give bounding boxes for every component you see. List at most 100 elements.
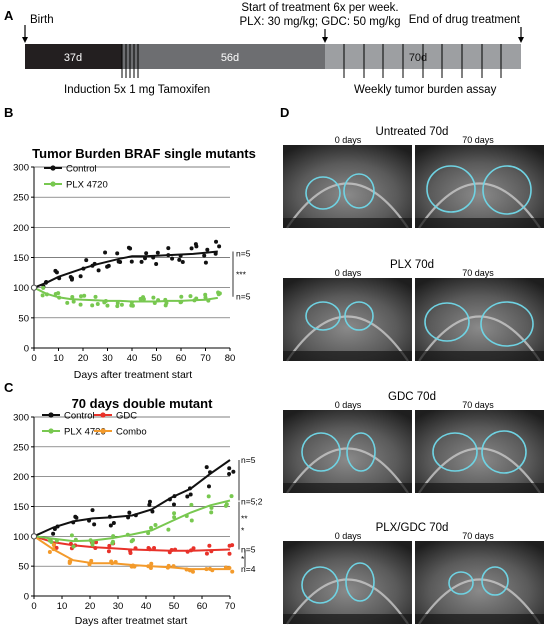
data-point <box>170 256 175 261</box>
ultrasound-shadow <box>283 614 412 624</box>
x-tick-label: 0 <box>31 601 36 612</box>
panel-b: B Tumor Burden BRAF single mutants 0 50 10… <box>4 105 256 381</box>
annotation: *** <box>236 269 247 279</box>
data-point <box>154 262 159 267</box>
data-point <box>127 510 132 515</box>
data-point <box>203 260 208 265</box>
data-point <box>94 540 99 545</box>
legend-marker <box>50 181 56 187</box>
y-tick-label: 150 <box>13 502 29 513</box>
data-point <box>189 246 194 251</box>
ultrasound-group: GDC 70d 0 days 70 days <box>283 391 544 494</box>
data-point <box>216 292 221 297</box>
data-point <box>129 259 134 264</box>
data-point <box>47 549 52 554</box>
data-point <box>41 285 46 290</box>
weekly-ticks <box>343 44 502 78</box>
data-point <box>115 304 120 309</box>
legend-entry: Control <box>44 164 97 175</box>
ultrasound-shadow <box>415 614 544 624</box>
data-point <box>68 559 73 564</box>
annotation: ** <box>241 513 248 523</box>
data-point <box>93 294 98 299</box>
day-70-label: 70 days <box>462 400 494 410</box>
panel-c: C 70 days double mutant 0501001502002503… <box>4 380 263 627</box>
data-point <box>90 303 95 308</box>
day-70-label: 70 days <box>462 135 494 145</box>
y-tick-label: 100 <box>13 532 29 543</box>
data-point <box>74 515 79 520</box>
data-point <box>139 259 144 264</box>
legend-label: Combo <box>116 427 147 438</box>
data-point <box>188 492 193 497</box>
treatment-start-line1: Start of treatment 6x per week. <box>241 2 398 14</box>
day-0-label: 0 days <box>335 400 362 410</box>
ultrasound-image-day70 <box>415 410 544 494</box>
x-tick-label: 80 <box>225 353 236 364</box>
data-point <box>202 253 207 258</box>
y-tick-label: 50 <box>18 562 29 573</box>
series-line <box>33 499 231 543</box>
start-point <box>30 284 38 291</box>
timeline-segment-56d <box>122 44 325 69</box>
data-point <box>105 264 110 269</box>
data-point <box>54 270 59 275</box>
group-title: GDC 70d <box>388 391 436 403</box>
data-point <box>110 541 115 546</box>
segment-70d-label: 70d <box>409 52 427 64</box>
x-tick-label: 60 <box>197 601 208 612</box>
ultrasound-background <box>415 278 544 361</box>
data-point <box>79 294 84 299</box>
chart-c-title: 70 days double mutant <box>72 396 214 411</box>
series-line <box>33 250 218 289</box>
chart-c: 0 50 100 150 200 250 300 0 10 20 30 40 50 60 70 Control… <box>13 411 263 613</box>
data-point <box>188 294 193 299</box>
data-point <box>230 569 235 574</box>
ultrasound-group: Untreated 70d 0 days 70 days <box>283 126 544 229</box>
legend-label: PLX 4720 <box>66 180 108 191</box>
x-tick-label: 40 <box>127 353 138 364</box>
legend-label: Control <box>66 164 97 175</box>
tumor-outline <box>344 301 374 331</box>
data-point <box>65 300 70 305</box>
ultrasound-image-day70 <box>415 278 544 362</box>
data-point <box>84 258 89 263</box>
data-point <box>71 299 76 304</box>
data-point <box>166 527 171 532</box>
data-point <box>147 502 152 507</box>
timeline-segment-37d <box>25 44 122 69</box>
data-point <box>153 522 158 527</box>
ultrasound-background <box>415 145 544 228</box>
x-tick-label: 0 <box>31 353 36 364</box>
data-point <box>90 508 95 513</box>
legend-label: GDC <box>116 411 137 422</box>
data-point <box>116 259 121 264</box>
data-point <box>172 515 177 520</box>
series-line <box>33 459 231 538</box>
tumor-outline <box>426 165 476 213</box>
data-point <box>69 533 74 538</box>
ultrasound-image-day0 <box>283 145 412 229</box>
tumor-outline <box>301 432 341 472</box>
data-point <box>185 494 190 499</box>
legend-entry: Control <box>42 411 95 422</box>
legend-label: Control <box>64 411 95 422</box>
ultrasound-image-day70 <box>415 145 544 229</box>
treatment-start-line2: PLX: 30 mg/kg; GDC: 50 mg/kg <box>239 16 400 28</box>
weekly-assay-label: Weekly tumor burden assay <box>354 84 497 96</box>
tumor-outline <box>481 430 527 474</box>
legend-entry: PLX 4720 <box>44 180 108 191</box>
data-point <box>53 292 58 297</box>
day-0-label: 0 days <box>335 268 362 278</box>
data-point <box>96 268 101 273</box>
data-point <box>103 250 108 255</box>
ultrasound-background <box>283 541 412 624</box>
data-point <box>209 510 214 515</box>
data-point <box>111 520 116 525</box>
end-treatment-label: End of drug treatment <box>409 14 521 26</box>
data-point <box>152 545 157 550</box>
data-point <box>214 239 219 244</box>
y-tick-label: 300 <box>13 413 29 424</box>
day-0-label: 0 days <box>335 531 362 541</box>
ultrasound-group: PLX 70d 0 days 70 days <box>283 259 544 362</box>
